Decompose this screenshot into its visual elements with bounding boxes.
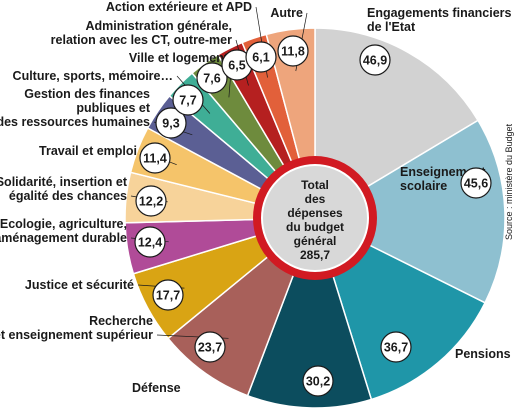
slice-label: égalité des chances (9, 189, 127, 203)
slice-label: Justice et sécurité (25, 278, 134, 292)
slice-label: Engagements financiers (367, 6, 512, 20)
slice-label: Travail et emploi (39, 144, 137, 158)
slice-value: 7,6 (203, 72, 220, 86)
slice-value: 30,2 (306, 375, 330, 389)
slice-label: Solidarité, insertion et (0, 175, 128, 189)
slice-label: Ville et logement (129, 51, 229, 65)
pie-slice (246, 215, 373, 409)
slice-label: aménagement durable (0, 231, 127, 245)
value-bubble (277, 35, 309, 67)
center-label-line-5: général (294, 234, 337, 248)
value-bubble (134, 226, 166, 258)
slice-label: publiques et (76, 101, 150, 115)
center-disc (261, 164, 369, 272)
center-label-line-3: dépenses (287, 206, 343, 220)
slice-value: 7,7 (179, 94, 196, 108)
slice-label: relation avec les CT, outre-mer (51, 33, 232, 47)
value-bubble (196, 62, 228, 94)
slice-value: 12,4 (138, 236, 162, 250)
pie-slice (313, 119, 506, 304)
slice-label: Recherche (89, 314, 153, 328)
value-bubble (380, 331, 412, 363)
slice-value: 6,5 (228, 59, 245, 73)
value-bubble (172, 84, 204, 116)
value-bubble (460, 167, 492, 199)
slice-label: scolaire (400, 179, 447, 193)
value-bubble (302, 365, 334, 397)
slice-label: Culture, sports, mémoire… (13, 69, 173, 83)
value-bubble (155, 107, 187, 139)
source-note: Source : ministère du Budget (504, 123, 514, 240)
slice-value: 36,7 (384, 341, 408, 355)
slice-label: des ressources humaines (0, 115, 150, 129)
value-bubble (245, 41, 277, 73)
slice-value: 46,9 (363, 54, 387, 68)
center-total-value: 285,7 (300, 248, 330, 262)
slice-value: 9,3 (162, 117, 179, 131)
slice-label: Autre (270, 6, 303, 20)
pie-slice (314, 27, 480, 220)
slice-label: Pensions (455, 347, 511, 361)
slice-label: Gestion des finances (24, 87, 150, 101)
slice-label: de l'Etat (367, 20, 416, 34)
slice-value: 45,6 (464, 177, 488, 191)
value-bubble (152, 279, 184, 311)
slice-label: Ecologie, agriculture, (0, 217, 127, 231)
slice-value: 11,4 (143, 152, 167, 166)
value-bubble (194, 331, 226, 363)
slice-value: 12,2 (139, 195, 163, 209)
center-label-line-4: du budget (286, 220, 344, 234)
slice-value: 6,1 (252, 51, 269, 65)
slice-value: 17,7 (156, 289, 180, 303)
slice-value: 23,7 (198, 341, 222, 355)
value-bubble (135, 185, 167, 217)
center-label-line-2: des (305, 192, 326, 206)
slice-value: 11,8 (281, 45, 305, 59)
slice-label: Défense (132, 381, 181, 395)
value-bubble (139, 142, 171, 174)
center-label-line-1: Total (301, 178, 329, 192)
slice-label: et enseignement supérieur (0, 328, 153, 342)
slice-label: Action extérieure et APD (106, 0, 252, 14)
value-bubble (359, 44, 391, 76)
slice-label: Administration générale, (85, 19, 232, 33)
